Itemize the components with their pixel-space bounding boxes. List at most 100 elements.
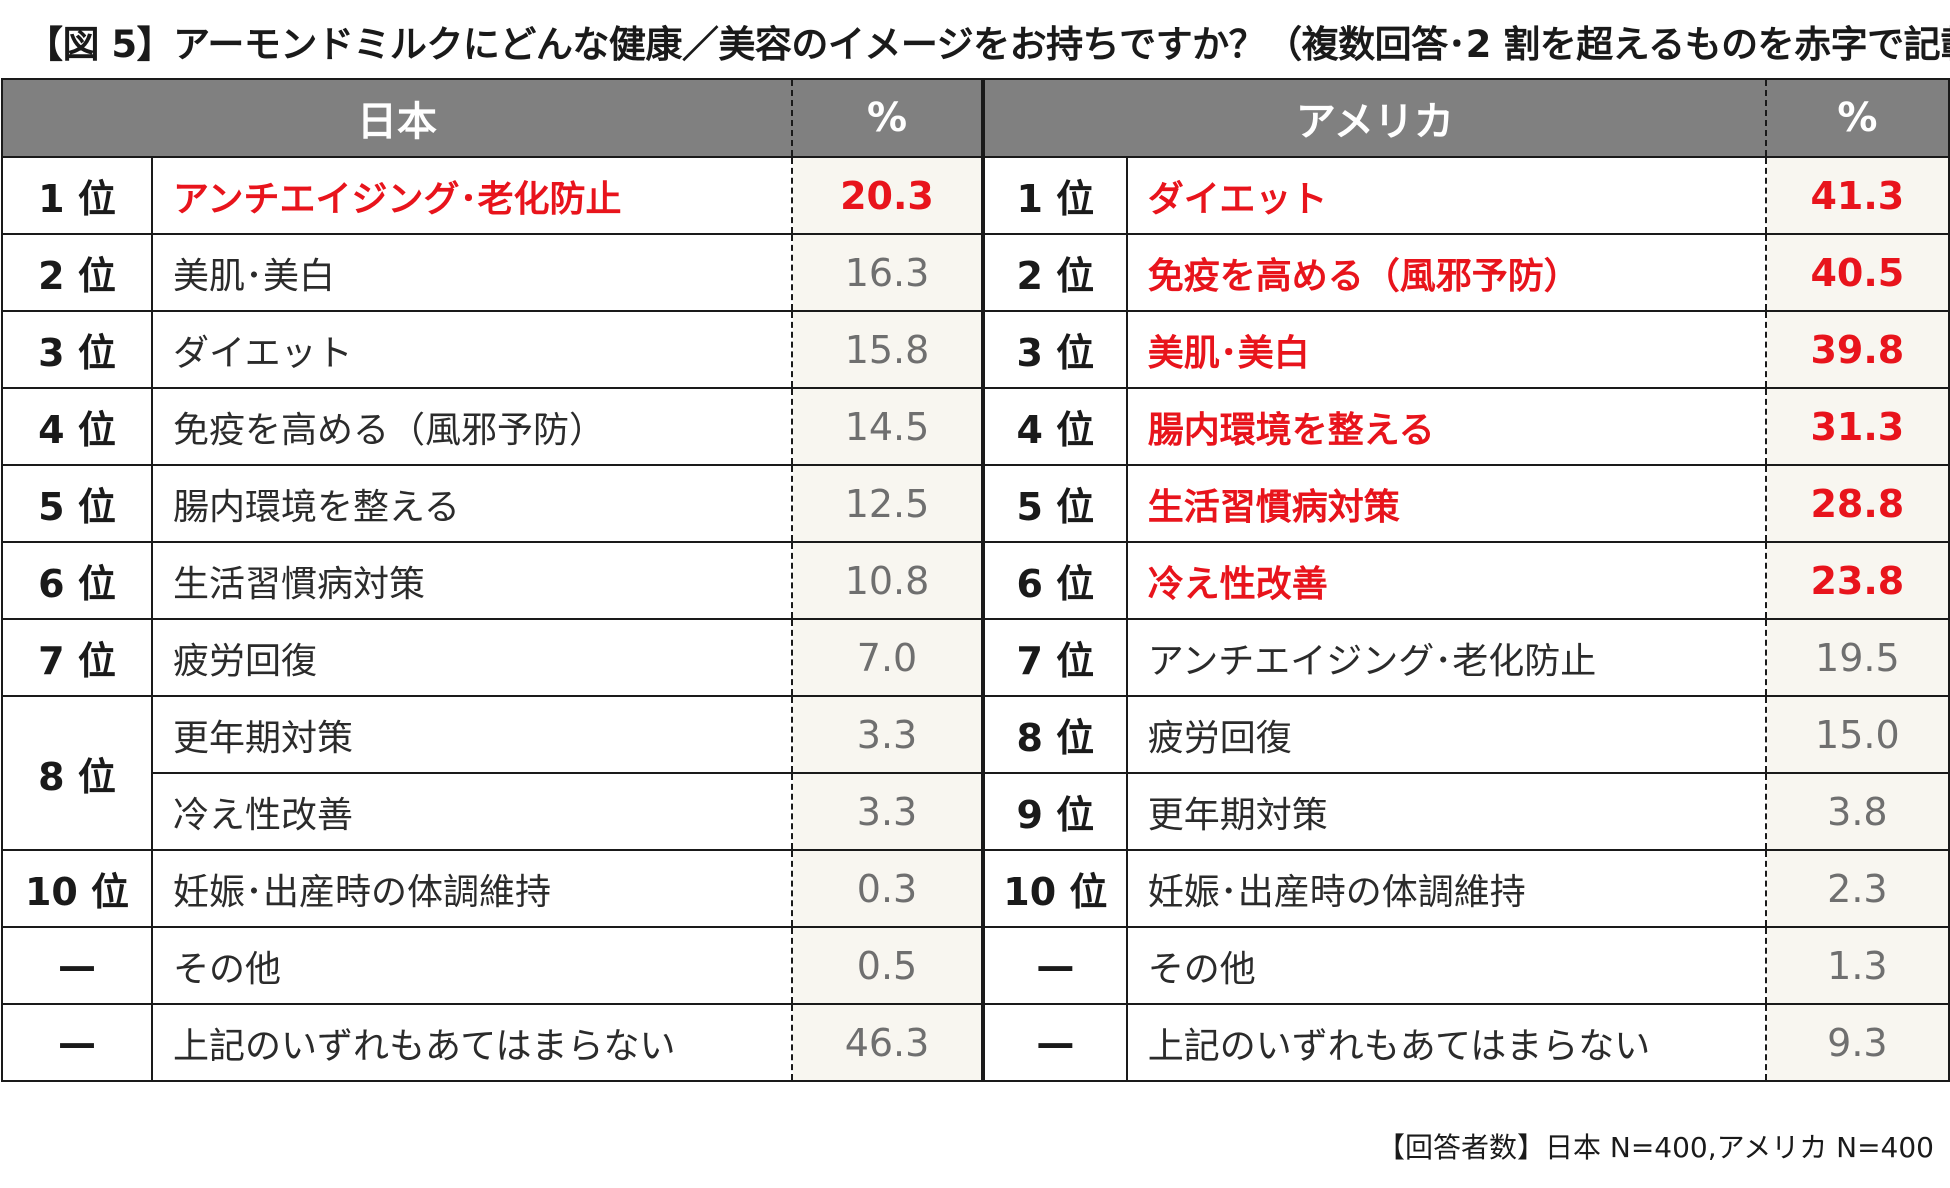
usa-header: アメリカ xyxy=(983,78,1767,158)
table-row: 7 位アンチエイジング･老化防止 19.5 xyxy=(983,618,1950,697)
item-cell: 更年期対策 xyxy=(151,695,793,774)
rank-cell: 8 位 xyxy=(983,695,1128,774)
rank-cell: 10 位 xyxy=(983,849,1128,928)
rank-cell: 3 位 xyxy=(1,310,153,389)
percent-cell: 31.3 xyxy=(1764,387,1950,466)
item-cell: アンチエイジング･老化防止 xyxy=(1125,618,1767,697)
rank-cell: 5 位 xyxy=(983,464,1128,543)
percent-cell: 19.5 xyxy=(1764,618,1950,697)
rank-cell: — xyxy=(1,1003,153,1082)
rank-cell: 1 位 xyxy=(983,156,1128,235)
respondent-note: 【回答者数】日本 N=400,アメリカ N=400 xyxy=(1376,1131,1934,1164)
percent-cell: 23.8 xyxy=(1764,541,1950,620)
table-row: 6 位冷え性改善 23.8 xyxy=(983,541,1950,620)
table-row: 10 位妊娠･出産時の体調維持 2.3 xyxy=(983,849,1950,928)
usa-table-body: 1 位ダイエット 41.3 2 位免疫を高める（風邪予防） 40.5 3 位美肌･美白 3… xyxy=(983,156,1950,1082)
japan-table: 日本 % 1 位アンチエイジング･老化防止 20.3 2 位美肌･美白 16.3 3 位… xyxy=(1,78,983,1082)
table-row: 4 位免疫を高める（風邪予防） 14.5 xyxy=(1,387,983,466)
percent-cell: 20.3 xyxy=(791,156,983,235)
item-cell: 上記のいずれもあてはまらない xyxy=(151,1003,793,1082)
item-cell: 腸内環境を整える xyxy=(1125,387,1767,466)
item-cell: 疲労回復 xyxy=(151,618,793,697)
item-cell: 免疫を高める（風邪予防） xyxy=(151,387,793,466)
percent-cell: 0.3 xyxy=(791,849,983,928)
table-row: 7 位疲労回復 7.0 xyxy=(1,618,983,697)
percent-cell: 0.5 xyxy=(791,926,983,1005)
japan-header: 日本 xyxy=(1,78,793,158)
table-row: — 上記のいずれもあてはまらない 46.3 xyxy=(1,1003,983,1082)
rank-cell: 2 位 xyxy=(1,233,153,312)
percent-cell: 12.5 xyxy=(791,464,983,543)
rank-cell: 1 位 xyxy=(1,156,153,235)
table-row: 9 位更年期対策 3.8 xyxy=(983,772,1950,851)
rank-cell: 7 位 xyxy=(983,618,1128,697)
table-row: 10 位妊娠･出産時の体調維持 0.3 xyxy=(1,849,983,928)
table-row: 4 位腸内環境を整える 31.3 xyxy=(983,387,1950,466)
item-cell: ダイエット xyxy=(151,310,793,389)
rank-cell: 5 位 xyxy=(1,464,153,543)
item-cell: 生活習慣病対策 xyxy=(1125,464,1767,543)
percent-cell: 10.8 xyxy=(791,541,983,620)
rank-cell: 4 位 xyxy=(983,387,1128,466)
percent-cell: 3.3 xyxy=(791,695,983,774)
rank-cell: 6 位 xyxy=(983,541,1128,620)
rank-cell: 10 位 xyxy=(1,849,153,928)
japan-percent-header: % xyxy=(791,78,983,158)
percent-cell: 41.3 xyxy=(1764,156,1950,235)
percent-cell: 2.3 xyxy=(1764,849,1950,928)
rank-cell: — xyxy=(983,926,1128,1005)
rank-cell: 9 位 xyxy=(983,772,1128,851)
table-row: 3 位ダイエット 15.8 xyxy=(1,310,983,389)
rank-cell: 2 位 xyxy=(983,233,1128,312)
rank-cell: — xyxy=(983,1003,1128,1082)
item-cell: 疲労回復 xyxy=(1125,695,1767,774)
usa-percent-header: % xyxy=(1764,78,1950,158)
table-row: 8 位更年期対策 3.3 xyxy=(1,695,983,851)
percent-cell: 28.8 xyxy=(1764,464,1950,543)
item-cell: 免疫を高める（風邪予防） xyxy=(1125,233,1767,312)
item-cell: 妊娠･出産時の体調維持 xyxy=(1125,849,1767,928)
figure-title: 【図 5】アーモンドミルクにどんな健康／美容のイメージをお持ちですか？（複数回答… xyxy=(26,23,1950,66)
rank-cell: 3 位 xyxy=(983,310,1128,389)
table-row: 2 位免疫を高める（風邪予防） 40.5 xyxy=(983,233,1950,312)
percent-cell: 7.0 xyxy=(791,618,983,697)
table-row: — その他 1.3 xyxy=(983,926,1950,1005)
table-row: 5 位生活習慣病対策 28.8 xyxy=(983,464,1950,543)
rank-cell: — xyxy=(1,926,153,1005)
rank-cell: 7 位 xyxy=(1,618,153,697)
percent-cell: 3.8 xyxy=(1764,772,1950,851)
item-cell: 冷え性改善 xyxy=(151,772,793,851)
percent-cell: 15.8 xyxy=(791,310,983,389)
item-cell: 上記のいずれもあてはまらない xyxy=(1125,1003,1767,1082)
percent-cell: 39.8 xyxy=(1764,310,1950,389)
table-row: — その他 0.5 xyxy=(1,926,983,1005)
item-cell: その他 xyxy=(151,926,793,1005)
item-cell: 妊娠･出産時の体調維持 xyxy=(151,849,793,928)
percent-cell: 15.0 xyxy=(1764,695,1950,774)
item-cell: 腸内環境を整える xyxy=(151,464,793,543)
table-row: — 上記のいずれもあてはまらない 9.3 xyxy=(983,1003,1950,1082)
percent-cell: 3.3 xyxy=(791,772,983,851)
item-cell: ダイエット xyxy=(1125,156,1767,235)
item-cell: 美肌･美白 xyxy=(151,233,793,312)
table-row: 1 位ダイエット 41.3 xyxy=(983,156,1950,235)
item-cell: 冷え性改善 xyxy=(1125,541,1767,620)
item-cell: 美肌･美白 xyxy=(1125,310,1767,389)
table-row: 2 位美肌･美白 16.3 xyxy=(1,233,983,312)
japan-table-body: 1 位アンチエイジング･老化防止 20.3 2 位美肌･美白 16.3 3 位ダイエット… xyxy=(1,156,983,1082)
percent-cell: 40.5 xyxy=(1764,233,1950,312)
item-cell: アンチエイジング･老化防止 xyxy=(151,156,793,235)
table-row: 8 位疲労回復 15.0 xyxy=(983,695,1950,774)
rank-cell: 4 位 xyxy=(1,387,153,466)
percent-cell: 16.3 xyxy=(791,233,983,312)
item-cell: 更年期対策 xyxy=(1125,772,1767,851)
rank-cell: 6 位 xyxy=(1,541,153,620)
table-row: 3 位美肌･美白 39.8 xyxy=(983,310,1950,389)
item-cell: 生活習慣病対策 xyxy=(151,541,793,620)
item-cell: その他 xyxy=(1125,926,1767,1005)
rank-cell: 8 位 xyxy=(1,695,153,851)
table-row: 冷え性改善 3.3 xyxy=(2,772,983,851)
percent-cell: 46.3 xyxy=(791,1003,983,1082)
table-row: 6 位生活習慣病対策 10.8 xyxy=(1,541,983,620)
table-row: 1 位アンチエイジング･老化防止 20.3 xyxy=(1,156,983,235)
